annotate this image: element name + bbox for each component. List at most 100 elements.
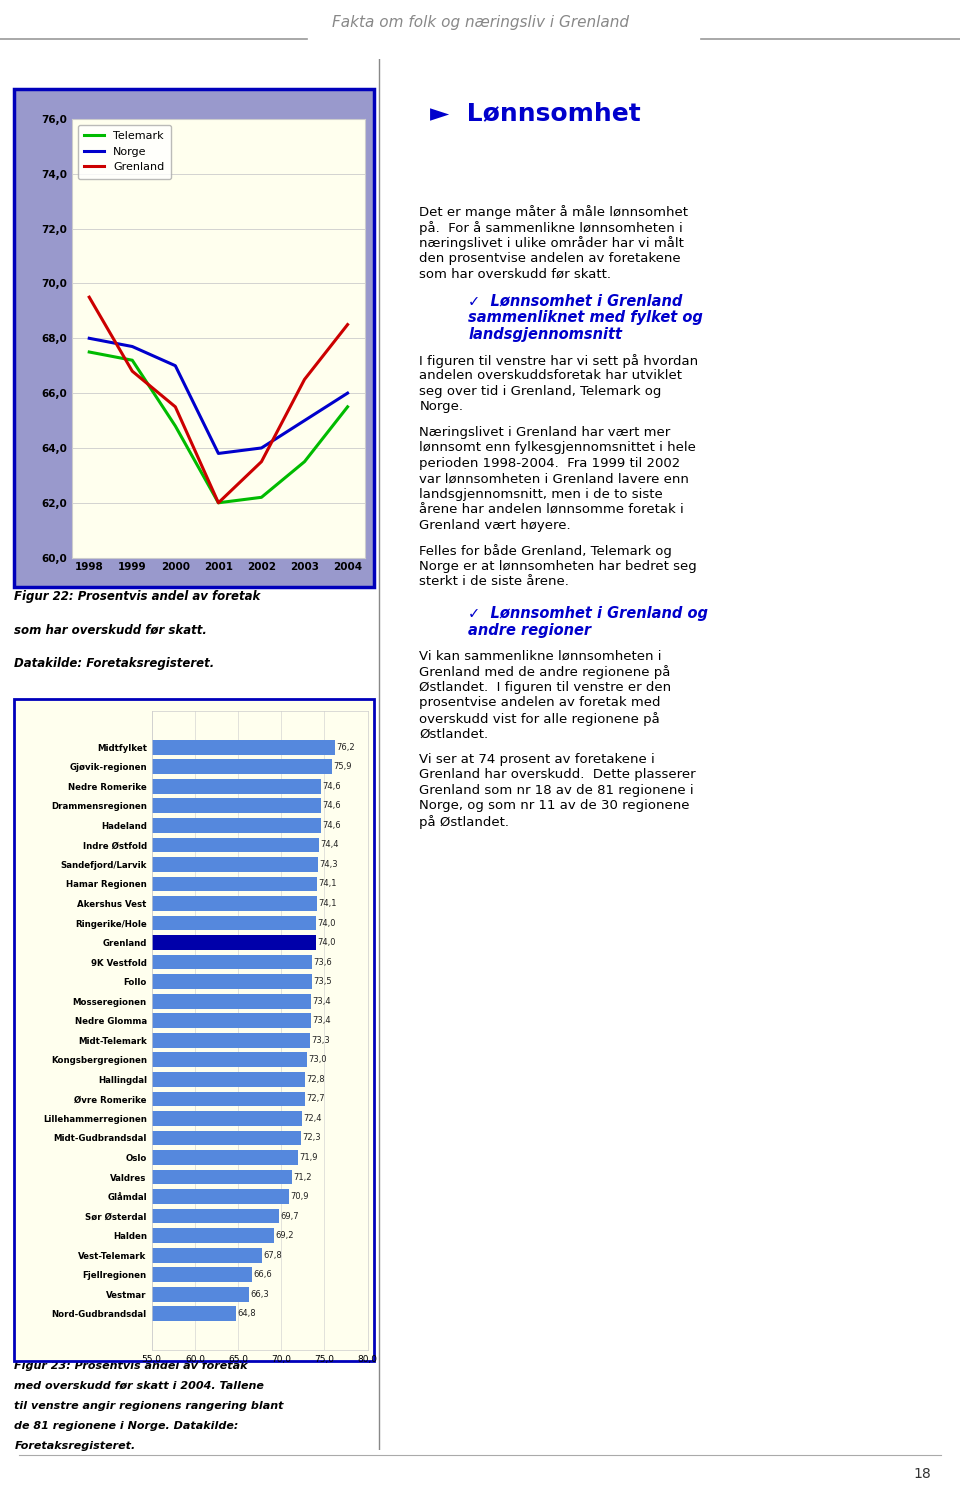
Text: 70: 70 [58, 1313, 69, 1323]
Telemark [84, 343, 95, 361]
Text: Felles for både Grenland, Telemark og: Felles for både Grenland, Telemark og [420, 544, 672, 559]
Text: 74,0: 74,0 [317, 938, 336, 947]
Text: de 81 regionene i Norge. Datakilde:: de 81 regionene i Norge. Datakilde: [14, 1422, 239, 1432]
Text: 47: 47 [58, 1185, 69, 1196]
Text: sammenliknet med fylket og: sammenliknet med fylket og [468, 309, 703, 326]
Text: 37: 37 [58, 1080, 69, 1088]
Text: 48: 48 [58, 1207, 69, 1216]
Text: Næringslivet i Grenland har vært mer: Næringslivet i Grenland har vært mer [420, 425, 671, 439]
Text: 12: 12 [58, 824, 69, 833]
Line: Telemark: Telemark [89, 352, 348, 503]
Bar [0, 897, 317, 912]
Text: med overskudd før skatt i 2004. Tallene: med overskudd før skatt i 2004. Tallene [14, 1381, 264, 1390]
Norge [127, 338, 138, 355]
Text: 31: 31 [58, 1036, 69, 1045]
Text: 18: 18 [58, 929, 69, 940]
Text: Norge.: Norge. [420, 400, 464, 413]
Text: 73,4: 73,4 [312, 1016, 330, 1025]
Text: 59: 59 [58, 1249, 69, 1259]
Grenland [299, 370, 310, 388]
Bar [0, 1209, 278, 1224]
Text: 74,6: 74,6 [323, 782, 341, 791]
Text: Vi ser at 74 prosent av foretakene i: Vi ser at 74 prosent av foretakene i [420, 752, 656, 766]
Norge [342, 384, 353, 401]
Text: 72,7: 72,7 [306, 1094, 324, 1103]
Text: 76,2: 76,2 [336, 742, 355, 751]
Text: 69: 69 [58, 1292, 69, 1301]
Text: ►  Lønnsomhet: ► Lønnsomhet [430, 101, 641, 125]
Text: næringslivet i ulike områder har vi målt: næringslivet i ulike områder har vi målt [420, 236, 684, 250]
Text: 74,1: 74,1 [318, 879, 337, 888]
Text: Grenland med de andre regionene på: Grenland med de andre regionene på [420, 666, 671, 680]
Text: lønnsomt enn fylkesgjennomsnittet i hele: lønnsomt enn fylkesgjennomsnittet i hele [420, 442, 696, 455]
Text: 38: 38 [58, 1100, 69, 1109]
Norge [84, 330, 95, 348]
Text: på.  For å sammenlikne lønnsomheten i: på. For å sammenlikne lønnsomheten i [420, 222, 684, 235]
Text: Norge er at lønnsomheten har bedret seg: Norge er at lønnsomheten har bedret seg [420, 561, 697, 572]
Text: 73,0: 73,0 [308, 1056, 327, 1065]
Telemark [299, 452, 310, 470]
Text: var lønnsomheten i Grenland lavere enn: var lønnsomheten i Grenland lavere enn [420, 473, 689, 485]
Legend: Telemark, Norge, Grenland: Telemark, Norge, Grenland [78, 125, 171, 178]
Text: 72,8: 72,8 [307, 1075, 325, 1084]
Text: 15: 15 [58, 865, 69, 876]
Text: Østlandet.  I figuren til venstre er den: Østlandet. I figuren til venstre er den [420, 681, 672, 694]
Bar [0, 993, 311, 1008]
Bar [0, 1267, 252, 1282]
Text: 17: 17 [58, 909, 69, 917]
Text: Norge, og som nr 11 av de 30 regionene: Norge, og som nr 11 av de 30 regionene [420, 800, 690, 812]
Text: andre regioner: andre regioner [468, 623, 591, 638]
Text: 66,6: 66,6 [253, 1270, 272, 1279]
Text: 71,9: 71,9 [299, 1152, 318, 1161]
Line: Norge: Norge [89, 339, 348, 454]
Text: Grenland vært høyere.: Grenland vært høyere. [420, 519, 571, 532]
Bar [0, 857, 319, 871]
Text: 69,7: 69,7 [280, 1212, 299, 1221]
Line: Grenland: Grenland [89, 297, 348, 503]
Text: Foretaksregisteret.: Foretaksregisteret. [14, 1441, 135, 1451]
Bar [0, 818, 321, 833]
Telemark [127, 351, 138, 369]
Text: Datakilde: Foretaksregisteret.: Datakilde: Foretaksregisteret. [14, 657, 215, 671]
Text: 74,6: 74,6 [323, 821, 341, 830]
Text: 18: 18 [914, 1468, 931, 1481]
Bar [0, 799, 321, 813]
Telemark [342, 399, 353, 416]
Text: 27: 27 [58, 993, 69, 1004]
Bar [0, 1014, 311, 1028]
Bar [0, 1149, 298, 1164]
Text: seg over tid i Grenland, Telemark og: seg over tid i Grenland, Telemark og [420, 385, 661, 399]
Norge [170, 357, 181, 375]
Text: Østlandet.: Østlandet. [420, 727, 489, 741]
Text: 73,5: 73,5 [313, 977, 331, 986]
Text: prosentvise andelen av foretak med: prosentvise andelen av foretak med [420, 696, 661, 709]
Grenland [84, 288, 95, 306]
Text: 69,2: 69,2 [276, 1231, 294, 1240]
Grenland [170, 399, 181, 416]
Grenland [212, 494, 224, 512]
Text: 73,4: 73,4 [312, 996, 330, 1005]
Bar [0, 1228, 275, 1243]
Bar [0, 779, 321, 794]
Text: 74,1: 74,1 [318, 900, 337, 909]
Text: 72,3: 72,3 [302, 1133, 321, 1142]
Text: 73,3: 73,3 [311, 1036, 330, 1045]
Bar [0, 877, 317, 891]
Grenland [127, 363, 138, 381]
Text: landsgjennomsnitt, men i de to siste: landsgjennomsnitt, men i de to siste [420, 488, 663, 501]
Telemark [212, 494, 224, 512]
Text: 74,3: 74,3 [320, 859, 338, 868]
Bar [0, 916, 316, 931]
Bar [0, 1307, 236, 1320]
Text: Figur 23: Prosentvis andel av foretak: Figur 23: Prosentvis andel av foretak [14, 1361, 248, 1371]
Text: den prosentvise andelen av foretakene: den prosentvise andelen av foretakene [420, 251, 681, 265]
Grenland [342, 315, 353, 333]
Text: perioden 1998-2004.  Fra 1999 til 2002: perioden 1998-2004. Fra 1999 til 2002 [420, 457, 681, 470]
Bar [0, 935, 316, 950]
Bar [0, 1091, 304, 1106]
Text: 66,3: 66,3 [251, 1289, 270, 1298]
Text: ✓  Lønnsomhet i Grenland: ✓ Lønnsomhet i Grenland [468, 293, 683, 308]
Text: 42: 42 [58, 1121, 69, 1132]
Text: 74,6: 74,6 [323, 801, 341, 810]
Text: 25: 25 [58, 972, 69, 981]
